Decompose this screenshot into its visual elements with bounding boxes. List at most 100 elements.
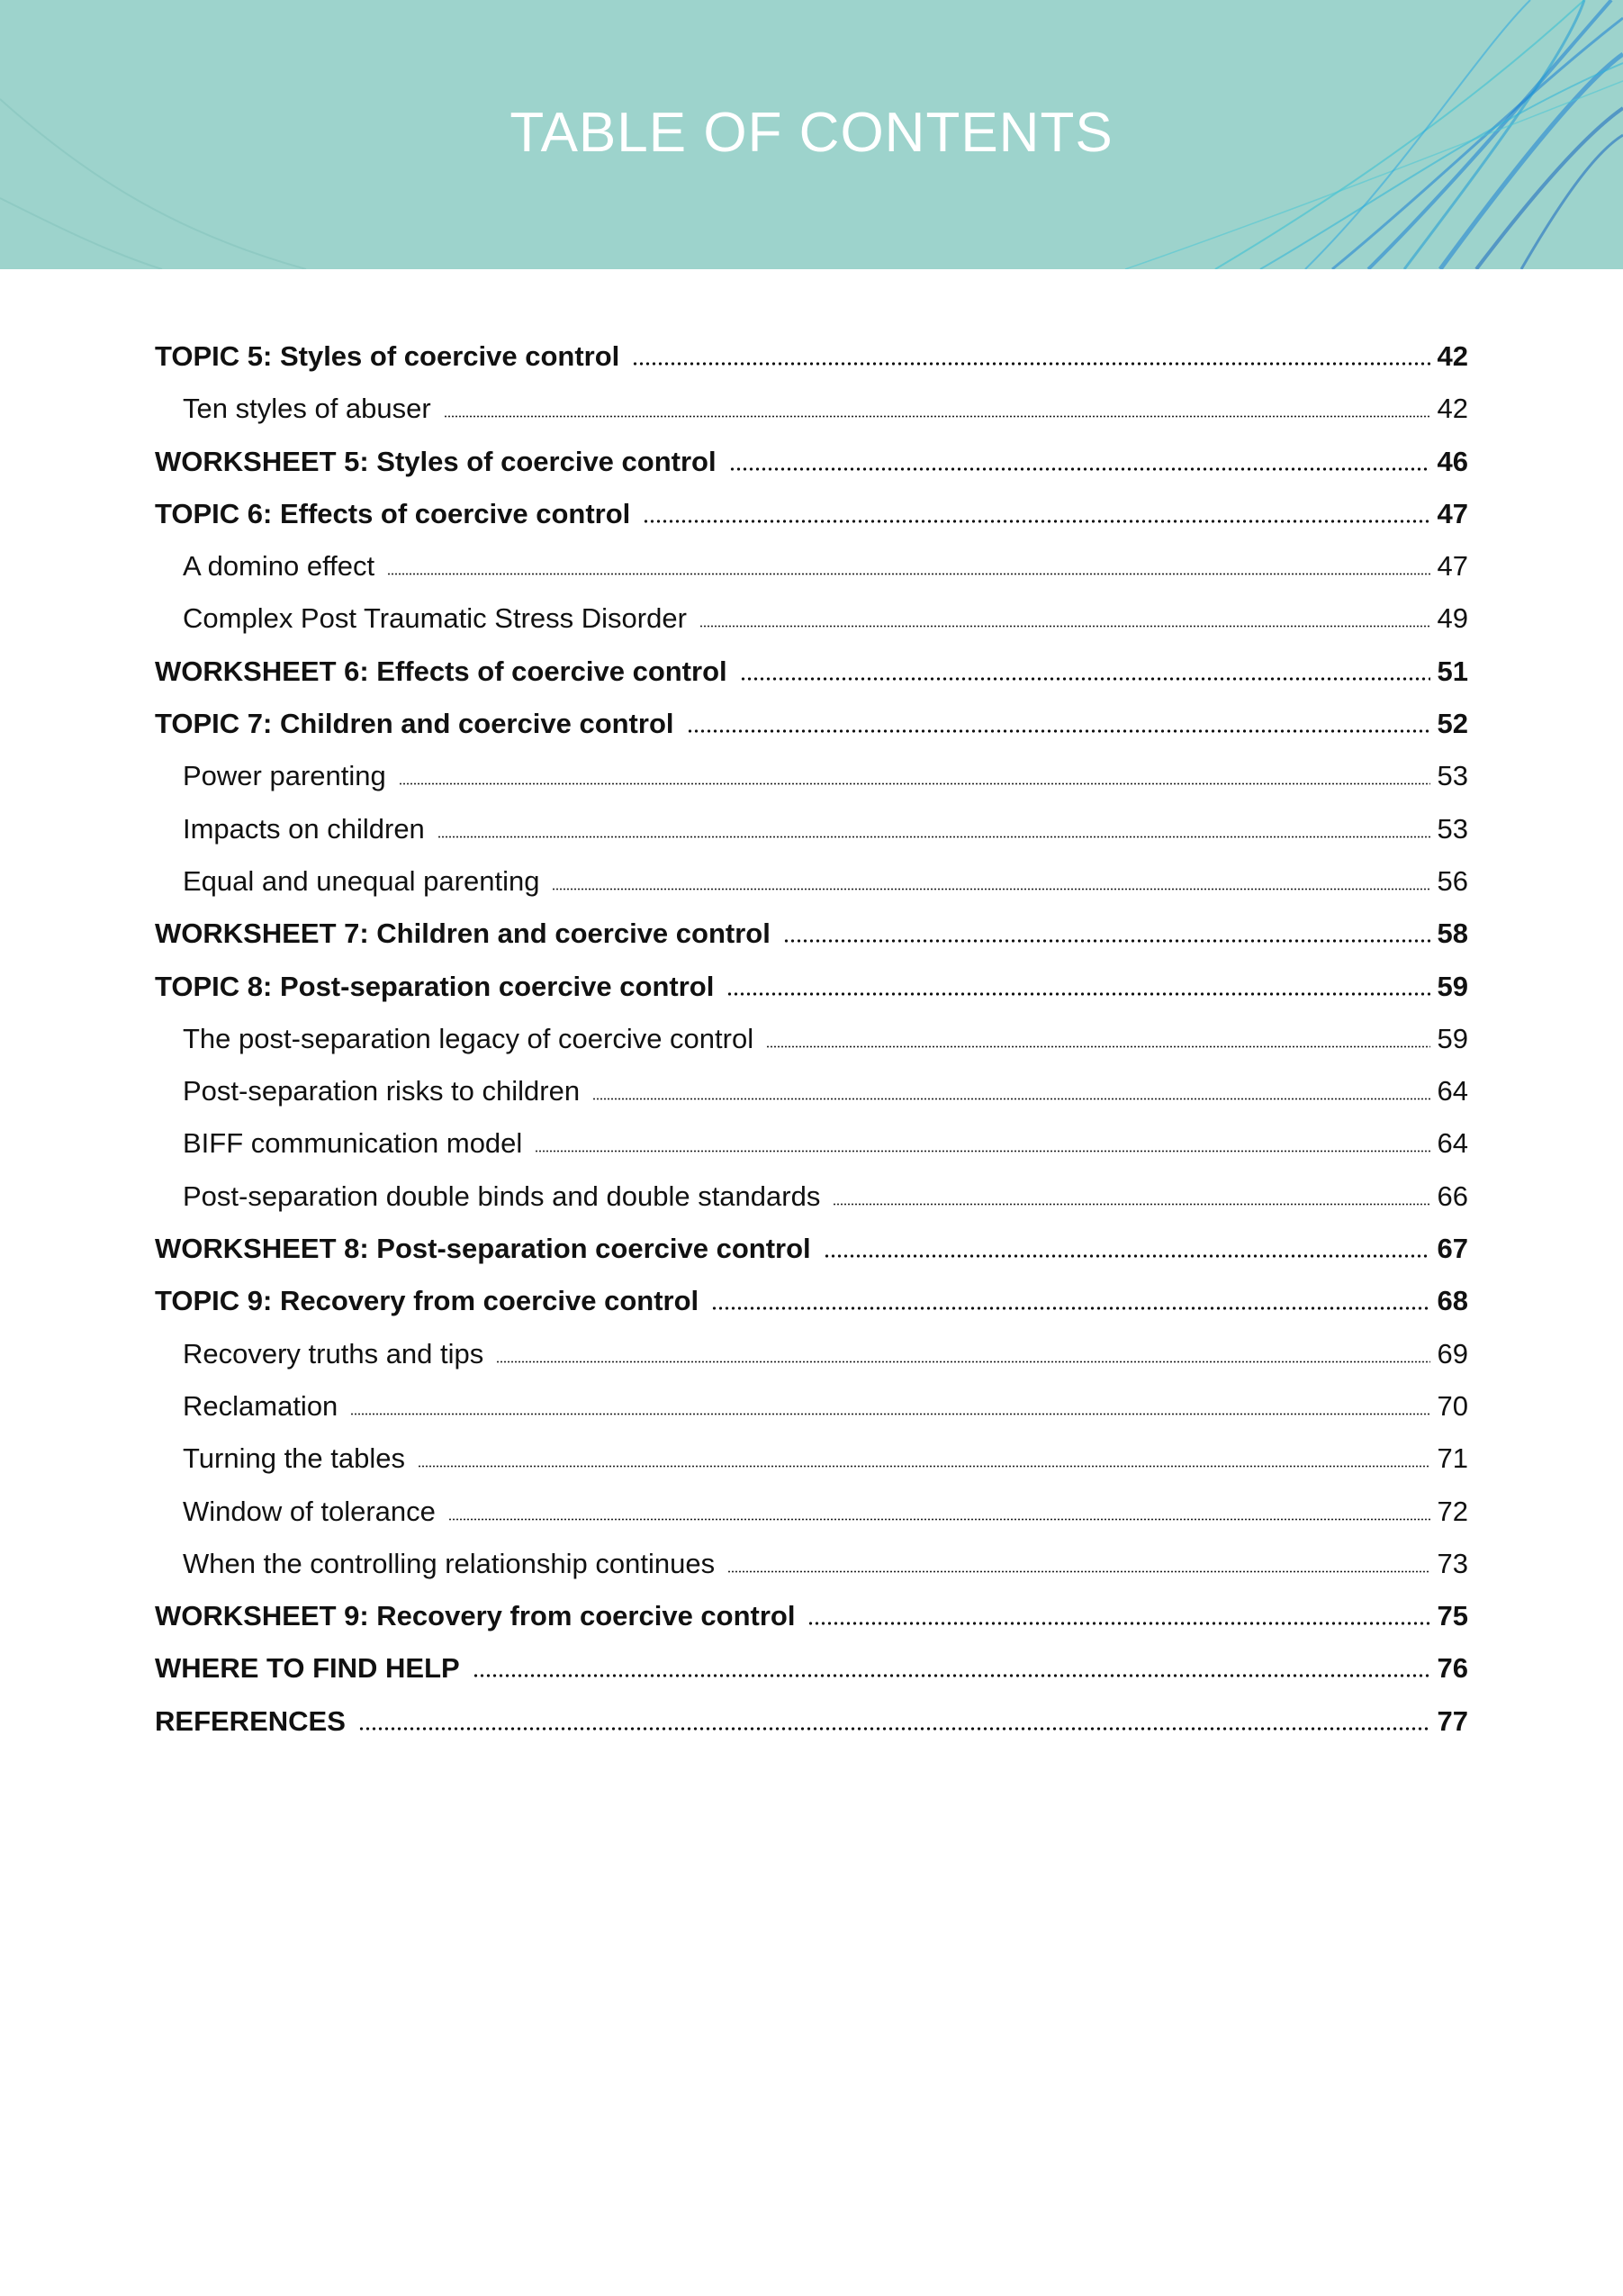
toc-entry[interactable]: Impacts on children 53 — [155, 813, 1468, 865]
dot-leader — [833, 1202, 1430, 1206]
toc-entry[interactable]: Power parenting 53 — [155, 760, 1468, 812]
toc-entry-label: TOPIC 7: Children and coercive control — [155, 708, 674, 740]
toc-entry-label: WORKSHEET 5: Styles of coercive control — [155, 445, 717, 477]
dot-leader — [807, 1622, 1430, 1626]
toc-entry-page: 70 — [1437, 1389, 1468, 1422]
toc-entry[interactable]: WORKSHEET 9: Recovery from coercive cont… — [155, 1600, 1468, 1652]
toc-entry-page: 53 — [1437, 812, 1468, 845]
toc-entry-page: 51 — [1437, 655, 1468, 687]
dot-leader — [398, 782, 1430, 786]
toc-entry-label: When the controlling relationship contin… — [183, 1547, 716, 1579]
toc-entry[interactable]: REFERENCES 77 — [155, 1705, 1468, 1758]
toc-entry-label: BIFF communication model — [183, 1127, 523, 1160]
dot-leader — [632, 362, 1430, 366]
toc-entry-page: 67 — [1437, 1233, 1468, 1265]
dot-leader — [726, 991, 1430, 996]
toc-entry[interactable]: Turning the tables 71 — [155, 1442, 1468, 1495]
wave-decoration — [0, 0, 1623, 269]
toc-entry[interactable]: Post-separation double binds and double … — [155, 1180, 1468, 1233]
toc-entry-label: TOPIC 6: Effects of coercive control — [155, 497, 631, 529]
toc-entry[interactable]: The post-separation legacy of coercive c… — [155, 1023, 1468, 1075]
toc-entry-page: 53 — [1437, 760, 1468, 792]
toc-entry-label: Ten styles of abuser — [183, 393, 431, 425]
toc-entry[interactable]: Recovery truths and tips 69 — [155, 1338, 1468, 1390]
toc-entry[interactable]: WORKSHEET 6: Effects of coercive control… — [155, 655, 1468, 708]
toc-entry-page: 47 — [1437, 550, 1468, 583]
toc-entry-label: A domino effect — [183, 550, 375, 583]
toc-entry-label: Complex Post Traumatic Stress Disorder — [183, 602, 687, 635]
toc-entry-page: 69 — [1437, 1337, 1468, 1369]
toc-entry-label: TOPIC 5: Styles of coercive control — [155, 340, 620, 372]
header-banner: TABLE OF CONTENTS — [0, 0, 1623, 269]
toc-entry-page: 59 — [1437, 970, 1468, 1002]
toc-entry-page: 77 — [1437, 1704, 1468, 1737]
toc-entry-page: 46 — [1437, 445, 1468, 477]
toc-entry-label: WORKSHEET 9: Recovery from coercive cont… — [155, 1600, 796, 1632]
toc-entry-page: 59 — [1437, 1022, 1468, 1054]
toc-entry-page: 56 — [1437, 864, 1468, 897]
toc-entry-page: 64 — [1437, 1127, 1468, 1160]
dot-leader — [643, 519, 1430, 523]
toc-entry-page: 66 — [1437, 1180, 1468, 1212]
toc-entry[interactable]: TOPIC 5: Styles of coercive control 42 — [155, 340, 1468, 393]
toc-entry[interactable]: When the controlling relationship contin… — [155, 1548, 1468, 1600]
toc-entry[interactable]: Ten styles of abuser 42 — [155, 393, 1468, 445]
toc-entry-label: Turning the tables — [183, 1442, 406, 1475]
dot-leader — [823, 1254, 1430, 1259]
toc-entry-page: 52 — [1437, 708, 1468, 740]
toc-entry[interactable]: WORKSHEET 8: Post-separation coercive co… — [155, 1233, 1468, 1285]
toc-entry-label: Impacts on children — [183, 812, 425, 845]
toc-entry-page: 42 — [1437, 340, 1468, 372]
toc-entry-page: 49 — [1437, 602, 1468, 635]
toc-entry[interactable]: WORKSHEET 5: Styles of coercive control 4… — [155, 446, 1468, 498]
table-of-contents: TOPIC 5: Styles of coercive control 42 Ten… — [155, 340, 1468, 1758]
toc-entry-page: 64 — [1437, 1075, 1468, 1107]
dot-leader — [552, 887, 1430, 890]
toc-entry-label: Post-separation risks to children — [183, 1075, 581, 1107]
toc-entry[interactable]: Post-separation risks to children 64 — [155, 1075, 1468, 1127]
toc-entry-label: Power parenting — [183, 760, 386, 792]
dot-leader — [387, 573, 1430, 576]
toc-entry[interactable]: TOPIC 8: Post-separation coercive contro… — [155, 971, 1468, 1023]
dot-leader — [699, 625, 1430, 628]
dot-leader — [686, 729, 1430, 734]
toc-entry-label: Window of tolerance — [183, 1495, 436, 1527]
dot-leader — [472, 1674, 1430, 1678]
toc-entry[interactable]: Reclamation 70 — [155, 1390, 1468, 1442]
toc-entry-page: 76 — [1437, 1652, 1468, 1685]
dot-leader — [447, 1517, 1430, 1521]
dot-leader — [437, 835, 1430, 838]
toc-entry-page: 72 — [1437, 1495, 1468, 1527]
dot-leader — [496, 1360, 1430, 1363]
toc-entry-label: WORKSHEET 6: Effects of coercive control — [155, 655, 727, 687]
toc-entry-label: WHERE TO FIND HELP — [155, 1652, 460, 1685]
toc-entry[interactable]: Window of tolerance 72 — [155, 1496, 1468, 1548]
toc-entry[interactable]: WHERE TO FIND HELP 76 — [155, 1652, 1468, 1704]
toc-entry-label: Post-separation double binds and double … — [183, 1180, 821, 1212]
dot-leader — [443, 415, 1430, 419]
toc-entry[interactable]: A domino effect 47 — [155, 550, 1468, 602]
dot-leader — [782, 939, 1430, 944]
toc-entry-page: 71 — [1437, 1442, 1468, 1475]
toc-entry-label: The post-separation legacy of coercive c… — [183, 1022, 754, 1054]
toc-entry-label: Equal and unequal parenting — [183, 864, 540, 897]
toc-entry-label: REFERENCES — [155, 1704, 346, 1737]
toc-entry-label: WORKSHEET 7: Children and coercive contr… — [155, 917, 771, 950]
dot-leader — [592, 1098, 1430, 1101]
toc-entry[interactable]: TOPIC 7: Children and coercive control 52 — [155, 708, 1468, 760]
toc-entry[interactable]: Equal and unequal parenting 56 — [155, 865, 1468, 917]
toc-entry-label: WORKSHEET 8: Post-separation coercive co… — [155, 1233, 811, 1265]
dot-leader — [535, 1150, 1430, 1153]
toc-entry[interactable]: TOPIC 9: Recovery from coercive control 6… — [155, 1285, 1468, 1337]
toc-entry[interactable]: BIFF communication model 64 — [155, 1127, 1468, 1180]
toc-entry-label: Recovery truths and tips — [183, 1337, 484, 1369]
toc-entry[interactable]: WORKSHEET 7: Children and coercive contr… — [155, 917, 1468, 970]
toc-entry-page: 73 — [1437, 1547, 1468, 1579]
toc-entry-page: 42 — [1437, 393, 1468, 425]
dot-leader — [357, 1726, 1430, 1731]
toc-entry[interactable]: TOPIC 6: Effects of coercive control 47 — [155, 498, 1468, 550]
dot-leader — [766, 1044, 1430, 1048]
dot-leader — [739, 676, 1430, 681]
toc-entry[interactable]: Complex Post Traumatic Stress Disorder 49 — [155, 602, 1468, 655]
toc-entry-page: 75 — [1437, 1600, 1468, 1632]
